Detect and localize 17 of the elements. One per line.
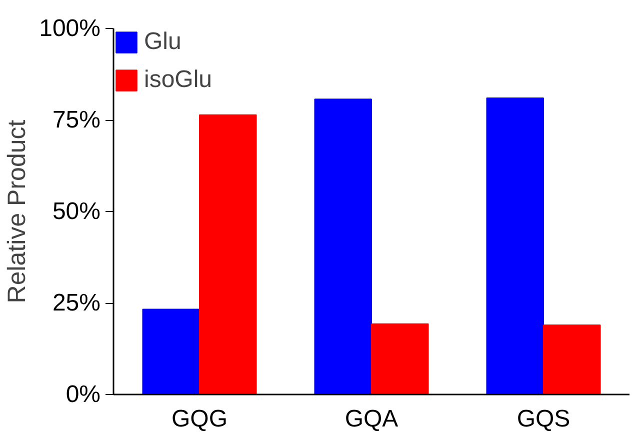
y-tick-label: 100% [39,15,101,42]
y-tick-label: 25% [52,290,101,316]
bar [543,324,601,394]
legend-label: Glu [144,28,182,56]
bar [314,98,372,394]
y-tick-label: 75% [52,106,101,134]
y-tick-label: 0% [66,381,100,408]
x-tick-label: GQA [344,406,398,432]
bar [199,114,257,394]
x-tick-label: GQS [516,406,570,432]
bar [142,308,200,394]
bar [371,323,429,394]
y-axis-title: Relative Product [3,120,32,304]
bar [486,98,544,394]
y-tick-label: 50% [52,198,101,225]
x-tick-label: GQG [172,406,228,432]
legend-label: isoGlu [144,66,212,94]
